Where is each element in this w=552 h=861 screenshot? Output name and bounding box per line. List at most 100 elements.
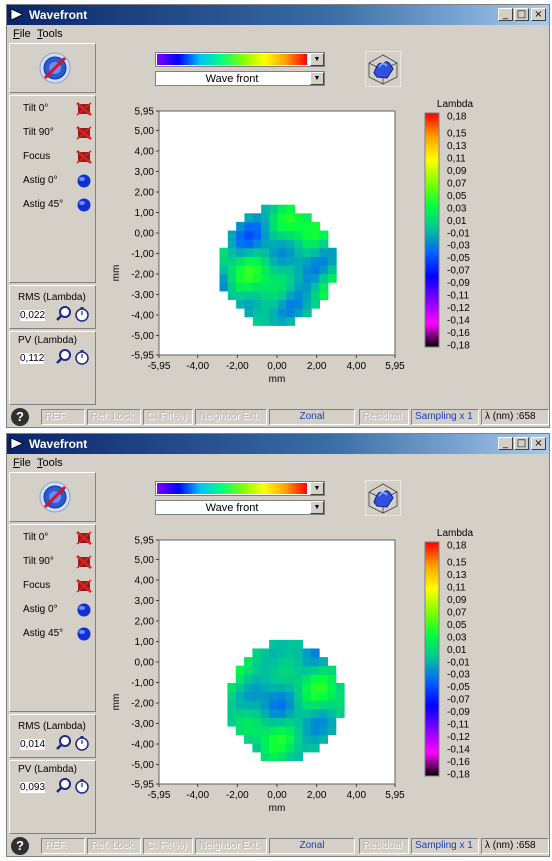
heatmap-cell <box>327 700 337 710</box>
heatmap-cell <box>286 239 296 249</box>
status-ref[interactable]: REF. <box>41 838 85 854</box>
menu-file[interactable]: File <box>13 457 31 469</box>
3d-view-icon[interactable] <box>365 480 401 516</box>
heatmap-cell <box>319 734 328 744</box>
term-row[interactable]: Astig 45° <box>10 196 97 214</box>
status-zonal[interactable]: Zonal <box>269 838 355 854</box>
menu-tools[interactable]: Tools <box>37 457 63 469</box>
term-row[interactable]: Focus <box>10 148 97 166</box>
colorbar-tick-label: 0,18 <box>447 541 467 552</box>
heatmap-cell <box>261 213 271 223</box>
3d-view-icon[interactable] <box>365 51 401 87</box>
help-icon[interactable]: ? <box>11 837 29 855</box>
status-neighbor-ext[interactable]: Neighbor Ext. <box>195 838 267 854</box>
help-icon[interactable]: ? <box>11 408 29 426</box>
heatmap-cell <box>294 674 303 684</box>
stopwatch-icon[interactable] <box>74 306 90 322</box>
magnifier-icon[interactable] <box>56 349 72 365</box>
minimize-button[interactable]: _ <box>498 437 513 450</box>
target-icon[interactable] <box>39 52 71 84</box>
heatmap-cell <box>269 213 279 223</box>
blue-sphere-icon[interactable] <box>76 197 92 213</box>
term-row[interactable]: Tilt 0° <box>10 100 97 118</box>
status-zonal[interactable]: Zonal <box>269 409 355 425</box>
magnifier-icon[interactable] <box>56 735 72 751</box>
maximize-button[interactable]: □ <box>514 8 529 21</box>
chevron-down-icon[interactable]: ▼ <box>310 53 324 66</box>
heatmap-cell <box>277 247 287 257</box>
heatmap-cell <box>277 743 287 753</box>
heatmap-cell <box>244 247 254 257</box>
maximize-button[interactable]: □ <box>514 437 529 450</box>
magnifier-icon[interactable] <box>56 778 72 794</box>
minimize-button[interactable]: _ <box>498 8 513 21</box>
heatmap-cell <box>269 665 278 675</box>
status-ref-lock[interactable]: Ref. Lock <box>87 409 141 425</box>
stopwatch-icon[interactable] <box>74 735 90 751</box>
heatmap-cell <box>327 264 337 275</box>
heatmap-cell <box>286 290 296 301</box>
terms-section: Tilt 0° Tilt 90° Focus Astig 0° Astig 45° <box>9 524 96 712</box>
blue-sphere-icon[interactable] <box>76 602 92 618</box>
term-row[interactable]: Focus <box>10 577 97 595</box>
refresh-section <box>9 472 96 522</box>
close-button[interactable]: × <box>531 437 546 450</box>
blue-sphere-icon[interactable] <box>76 626 92 642</box>
cross-icon[interactable] <box>76 101 92 117</box>
status-sampling[interactable]: Sampling x 1 <box>411 409 479 425</box>
term-row[interactable]: Astig 0° <box>10 601 97 619</box>
chevron-down-icon[interactable]: ▼ <box>310 501 324 514</box>
rms-label: RMS (Lambda) <box>18 721 86 732</box>
cross-icon[interactable] <box>76 530 92 546</box>
heatmap-cell <box>311 221 321 232</box>
display-mode-dropdown[interactable]: Wave front ▼ <box>155 71 325 86</box>
menu-tools[interactable]: Tools <box>37 28 63 40</box>
menu-file[interactable]: File <box>13 28 31 40</box>
cross-icon[interactable] <box>76 149 92 165</box>
display-mode-dropdown[interactable]: Wave front ▼ <box>155 500 325 515</box>
heatmap-cell <box>302 682 312 693</box>
term-row[interactable]: Tilt 0° <box>10 529 97 547</box>
term-row[interactable]: Tilt 90° <box>10 553 97 571</box>
term-row[interactable]: Astig 0° <box>10 172 97 190</box>
heatmap-cell <box>252 256 262 266</box>
status-residual[interactable]: Residual <box>359 838 409 854</box>
heatmap-cell <box>227 239 237 249</box>
colorbar <box>424 541 440 777</box>
chevron-down-icon[interactable]: ▼ <box>310 72 324 85</box>
heatmap-cell <box>252 717 262 727</box>
magnifier-icon[interactable] <box>56 306 72 322</box>
status-neighbor-ext[interactable]: Neighbor Ext. <box>195 409 267 425</box>
close-button[interactable]: × <box>531 8 546 21</box>
term-row[interactable]: Tilt 90° <box>10 124 97 142</box>
target-icon[interactable] <box>39 481 71 513</box>
main-panel: ▼ Wave front ▼ 5,95 5,00 4,00 3,00 2,00 1,00 0… <box>99 43 549 405</box>
term-row[interactable]: Astig 45° <box>10 625 97 643</box>
status-residual[interactable]: Residual <box>359 409 409 425</box>
status-ref-lock[interactable]: Ref. Lock <box>87 838 141 854</box>
palette-dropdown[interactable]: ▼ <box>155 481 325 496</box>
heatmap-cell <box>327 725 337 736</box>
stopwatch-icon[interactable] <box>74 349 90 365</box>
cross-icon[interactable] <box>76 578 92 594</box>
y-tick-label: 5,95 <box>135 107 155 118</box>
cross-icon[interactable] <box>76 125 92 141</box>
cross-icon[interactable] <box>76 554 92 570</box>
title-bar[interactable]: Wavefront _ □ × <box>7 5 549 25</box>
heatmap-cell <box>302 282 312 292</box>
heatmap-cell <box>236 282 246 292</box>
status-c-fit[interactable]: C. Fit(%) <box>143 838 193 854</box>
chevron-down-icon[interactable]: ▼ <box>310 482 324 495</box>
heatmap-cell <box>327 273 337 283</box>
status-c-fit[interactable]: C. Fit(%) <box>143 409 193 425</box>
stopwatch-icon[interactable] <box>74 778 90 794</box>
heatmap-cell <box>236 239 246 249</box>
status-ref[interactable]: REF. <box>41 409 85 425</box>
title-bar[interactable]: Wavefront _ □ × <box>7 434 549 454</box>
blue-sphere-icon[interactable] <box>76 173 92 189</box>
y-tick-label: 4,00 <box>135 146 155 157</box>
palette-dropdown[interactable]: ▼ <box>155 52 325 67</box>
heatmap-cell <box>302 247 312 257</box>
heatmap-cell <box>319 282 329 292</box>
status-sampling[interactable]: Sampling x 1 <box>411 838 479 854</box>
